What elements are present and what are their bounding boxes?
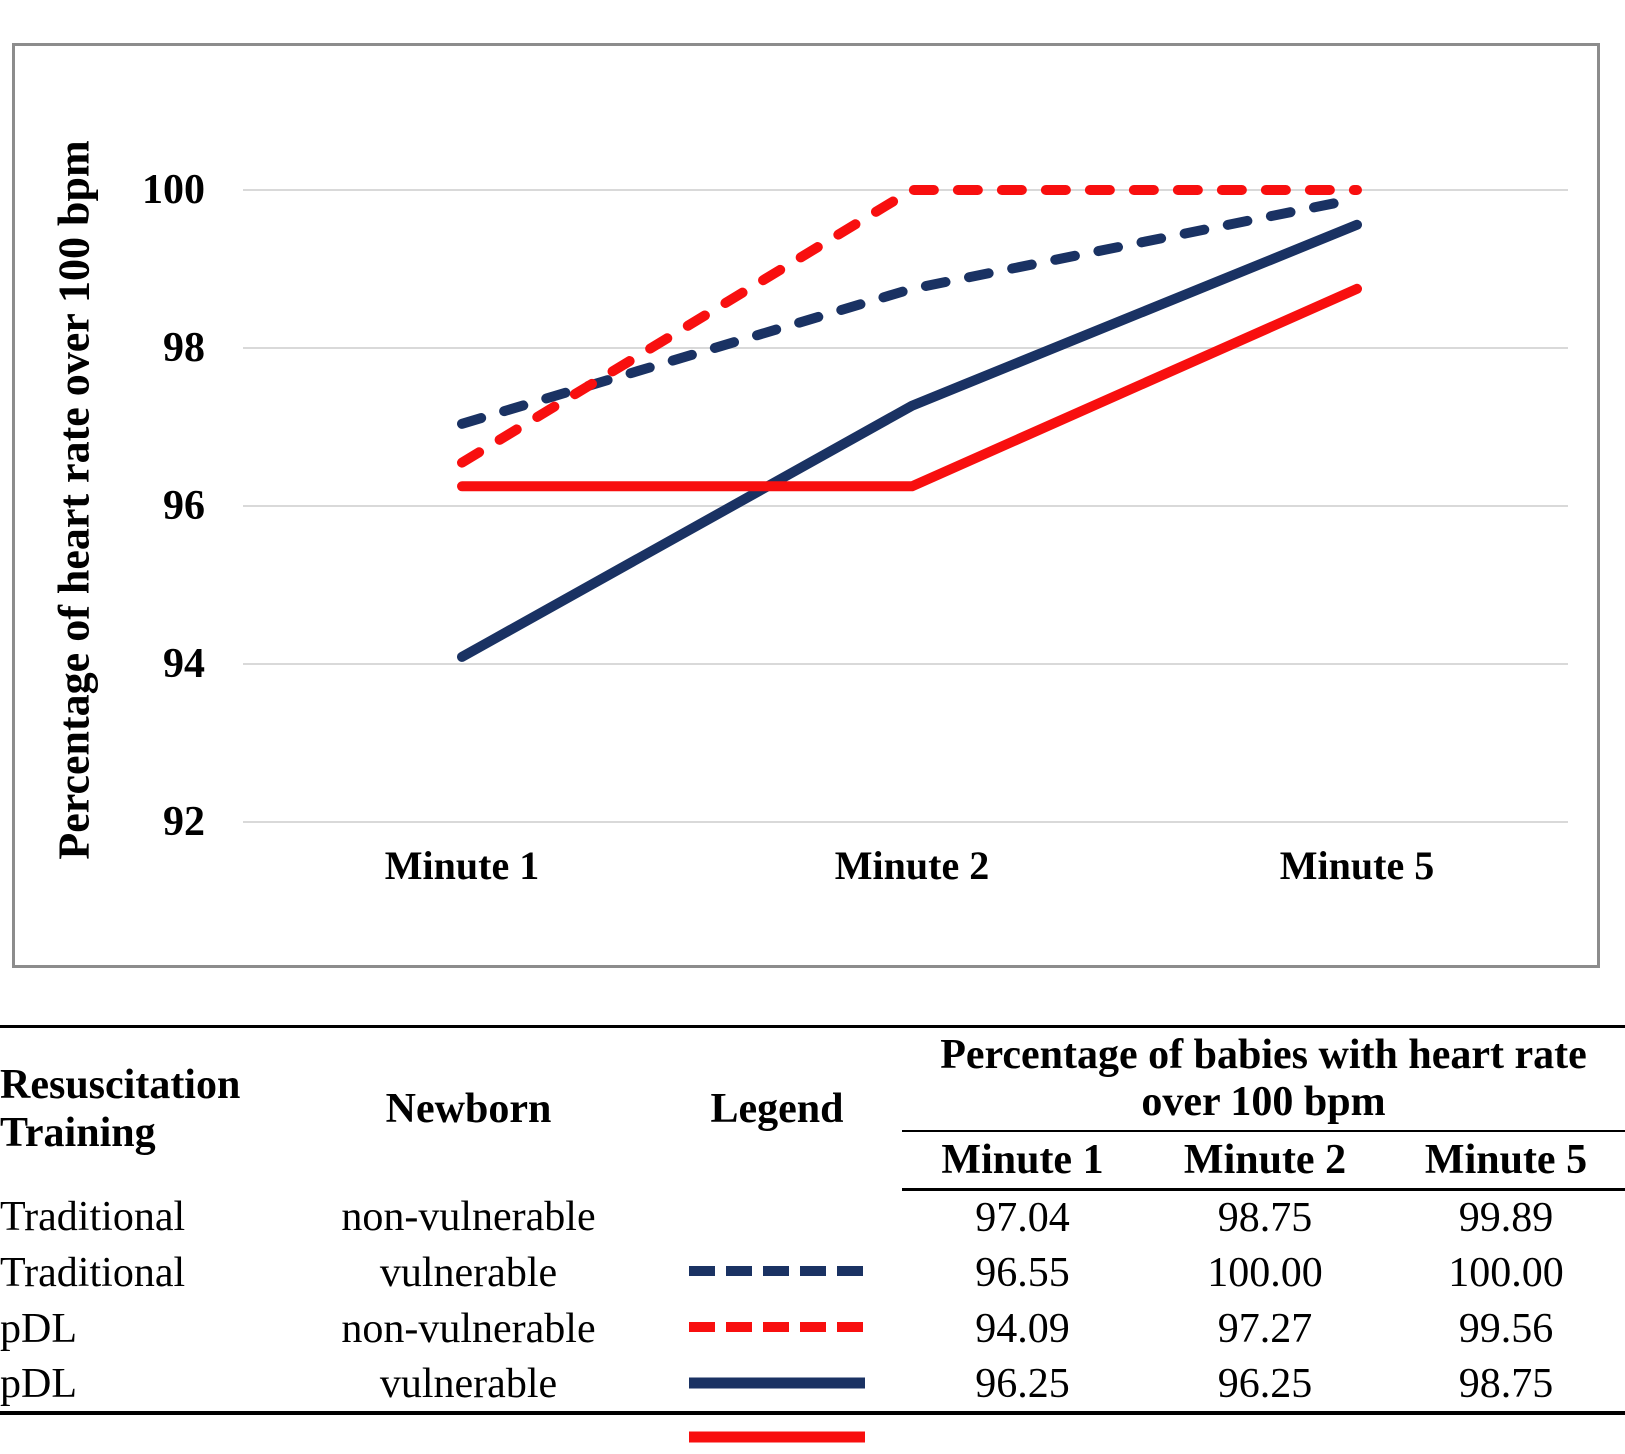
- summary-table: Resuscitation Training Newborn Legend Pe…: [0, 1025, 1625, 1443]
- chart-gridlines: [243, 189, 1568, 823]
- legend-red-dashed-line: [687, 1296, 867, 1333]
- col-header-newborn: Newborn: [285, 1025, 652, 1190]
- x-axis-label: Minute 2: [834, 843, 990, 888]
- value-cell: 96.55: [975, 1250, 1070, 1297]
- col-header-minute2: Minute 2: [1143, 1131, 1387, 1191]
- value-cell: 99.56: [1458, 1306, 1554, 1353]
- training-cell: pDL: [0, 1306, 77, 1353]
- series-line-pdl-non-vulnerable: [457, 219, 1362, 662]
- training-cell: pDL: [0, 1357, 285, 1416]
- legend-swatch-cell: [652, 1357, 902, 1443]
- col-header-group: Percentage of babies with heart rate ove…: [902, 1025, 1625, 1133]
- value-cell: 96.25: [1143, 1357, 1387, 1416]
- legend-swatch-cell: [652, 1301, 902, 1389]
- table-row: Traditional vulnerable 96.55 100.00 100.…: [0, 1245, 1625, 1333]
- legend-red-solid-line: [687, 1406, 867, 1443]
- series-line-pdl-vulnerable: [457, 283, 1362, 492]
- legend-swatch-cell: [652, 1245, 902, 1333]
- value-cell: 99.89: [1458, 1194, 1554, 1241]
- legend-swatch-graphic: [689, 1322, 865, 1333]
- value-cell: 98.75: [1387, 1357, 1625, 1416]
- x-axis-label: Minute 1: [384, 843, 540, 888]
- chart-area: Percentage of heart rate over 100 bpm 10…: [12, 43, 1600, 968]
- col-header-legend: Legend: [652, 1025, 902, 1190]
- training-cell: Traditional: [0, 1250, 186, 1297]
- table-row: pDL non-vulnerable 94.09 97.27 99.56: [0, 1301, 1625, 1389]
- series-line-traditional-vulnerable: [457, 185, 1362, 468]
- newborn-cell: vulnerable: [379, 1250, 558, 1297]
- col-header-minute5: Minute 5: [1387, 1131, 1625, 1191]
- legend-swatch-graphic: [689, 1266, 865, 1277]
- col-header-training: Resuscitation Training: [0, 1025, 285, 1190]
- value-cell: 96.25: [902, 1357, 1143, 1416]
- y-tick-label: 92: [163, 799, 205, 845]
- newborn-cell: non-vulnerable: [341, 1194, 596, 1241]
- y-tick-label: 96: [163, 483, 205, 529]
- series-line-traditional-non-vulnerable: [457, 193, 1362, 429]
- value-cell: 97.04: [975, 1194, 1070, 1241]
- legend-navy-dashed-line: [687, 1240, 867, 1277]
- legend-swatch-graphic: [689, 1431, 865, 1443]
- newborn-cell: vulnerable: [285, 1357, 652, 1416]
- legend-swatch-cell: [652, 1189, 902, 1277]
- chart-series-lines: [457, 185, 1362, 662]
- value-cell: 100.00: [1448, 1250, 1564, 1297]
- y-tick-label: 94: [163, 641, 205, 687]
- value-cell: 94.09: [975, 1306, 1070, 1353]
- figure-page: Percentage of heart rate over 100 bpm 10…: [0, 43, 1625, 1443]
- value-cell: 100.00: [1207, 1250, 1323, 1297]
- chart-plot: [12, 43, 1600, 968]
- y-tick-label: 98: [163, 325, 205, 371]
- training-cell: Traditional: [0, 1194, 186, 1241]
- newborn-cell: non-vulnerable: [341, 1306, 596, 1353]
- y-tick-label: 100: [142, 167, 205, 213]
- value-cell: 98.75: [1217, 1194, 1313, 1241]
- table-row: pDL vulnerable 96.25 96.25 98.75: [0, 1357, 1625, 1443]
- col-header-minute1: Minute 1: [902, 1131, 1143, 1191]
- value-cell: 97.27: [1217, 1306, 1313, 1353]
- table-row: Traditional non-vulnerable 97.04 98.75 9…: [0, 1189, 1625, 1277]
- chart-border: [12, 43, 1600, 968]
- x-axis-label: Minute 5: [1279, 843, 1435, 888]
